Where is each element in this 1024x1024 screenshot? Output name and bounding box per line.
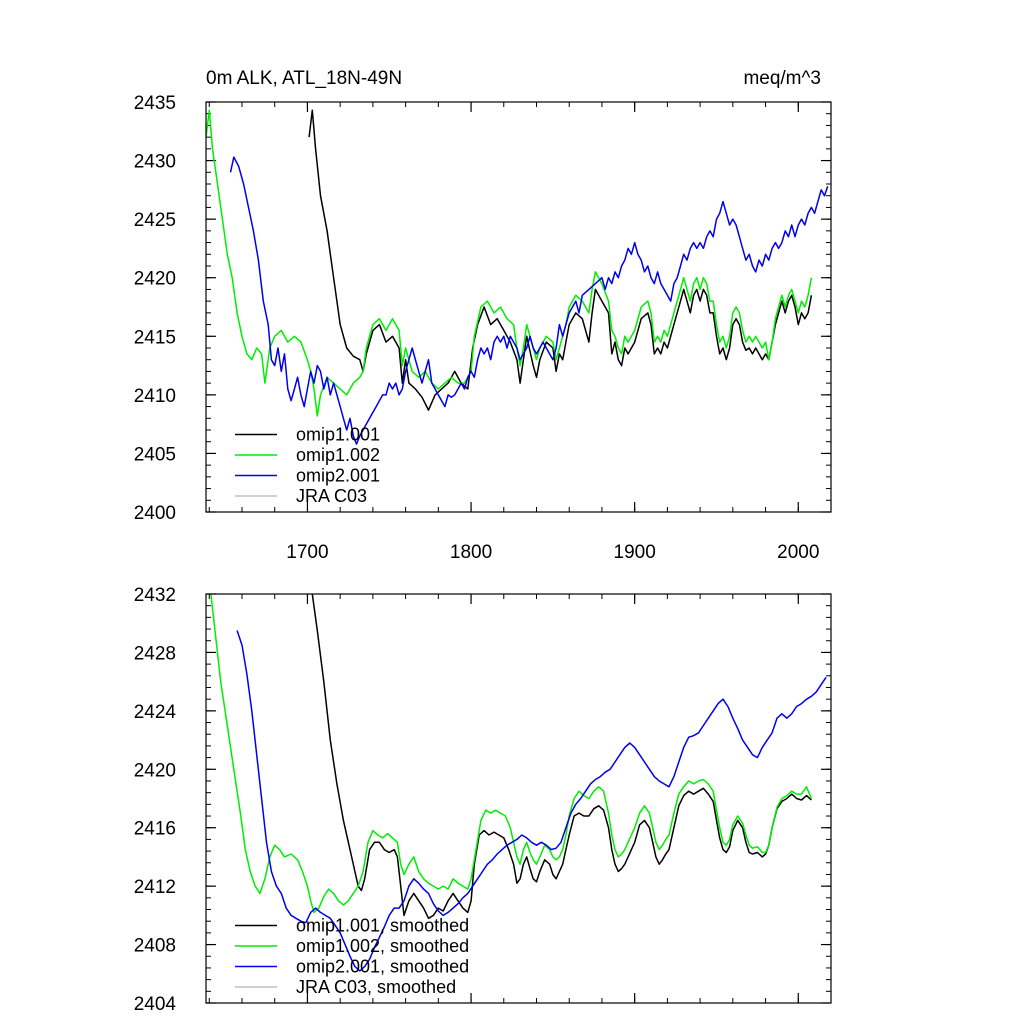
x-tick-label: 1900	[614, 542, 656, 563]
legend-label: omip1.001, smoothed	[296, 916, 469, 936]
y-tick-label: 2412	[134, 877, 176, 898]
units-label: meq/m^3	[743, 68, 821, 89]
y-tick-label: 2420	[134, 269, 176, 290]
legend-label: JRA C03, smoothed	[296, 977, 456, 997]
plot-frame-top	[205, 101, 832, 513]
y-tick-label: 2405	[134, 444, 176, 465]
y-tick-label: 2400	[134, 503, 176, 524]
series-group-top	[206, 109, 829, 445]
series-group-bottom	[210, 594, 827, 972]
y-tick-label: 2410	[134, 386, 176, 407]
legend-label: omip1.001	[296, 425, 380, 445]
series-line-omip1-001	[308, 109, 813, 411]
legend-label: omip1.002	[296, 445, 380, 465]
series-line-omip2-001-smoothed	[236, 630, 827, 972]
x-tick-label: 1700	[286, 542, 328, 563]
y-tick-label: 2408	[134, 936, 176, 957]
x-tick-label: 2000	[777, 542, 819, 563]
y-tick-label: 2416	[134, 819, 176, 840]
legend-label: JRA C03	[296, 486, 367, 506]
y-tick-label: 2428	[134, 643, 176, 664]
series-line-omip1-001-smoothed	[311, 594, 812, 920]
chart-title: 0m ALK, ATL_18N-49N	[206, 68, 402, 89]
chart-panel-bottom: 2404 2408 2412 2416 2420 2424 2428 2432 omip1.00…	[134, 585, 832, 1015]
x-tick-label: 1800	[450, 542, 492, 563]
y-tick-label: 2404	[134, 994, 177, 1015]
y-tick-label: 2424	[134, 702, 177, 723]
series-line-omip1-002	[206, 109, 813, 417]
major-ticks-top	[206, 101, 831, 513]
y-tick-label: 2420	[134, 760, 176, 781]
legend-label: omip2.001, smoothed	[296, 957, 469, 977]
series-line-omip2-001	[229, 156, 829, 445]
legend-label: omip2.001	[296, 466, 380, 486]
y-tick-label: 2430	[134, 152, 176, 173]
plot-frame-bottom	[205, 593, 832, 1004]
legend-label: omip1.002, smoothed	[296, 936, 469, 956]
y-tick-label: 2435	[134, 93, 176, 114]
y-tick-label: 2425	[134, 210, 176, 231]
y-tick-label: 2415	[134, 327, 176, 348]
chart-panel-top: 2400 2405 2410 2415 2420 2425 2430 2435 1700 1800…	[134, 68, 832, 563]
series-line-omip1-002-smoothed	[210, 594, 813, 914]
y-tick-label: 2432	[134, 585, 176, 606]
